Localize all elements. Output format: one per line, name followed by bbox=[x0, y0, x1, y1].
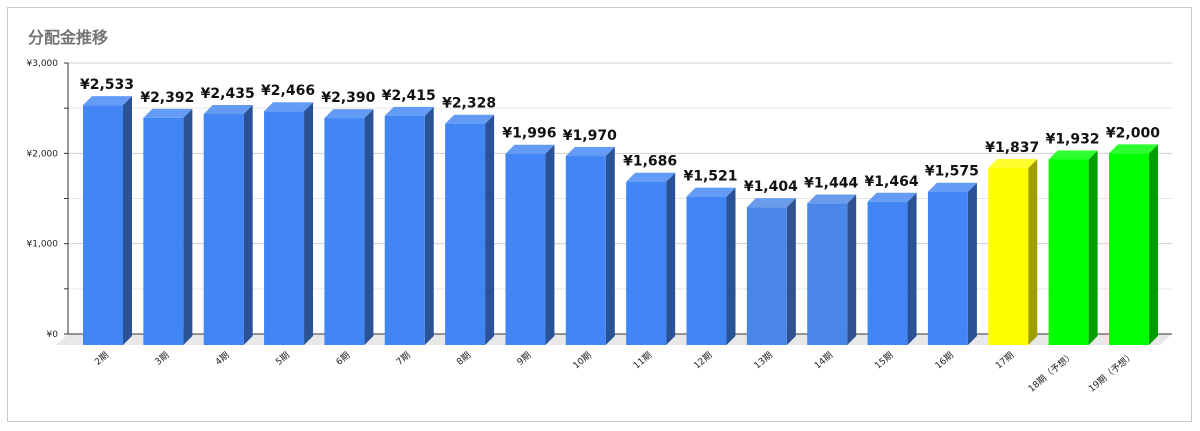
x-tick-label: 14期 bbox=[812, 350, 835, 372]
bar-side bbox=[1148, 144, 1158, 345]
data-label: ¥1,837 bbox=[985, 140, 1039, 156]
bar bbox=[807, 203, 848, 345]
x-tick-label: 8期 bbox=[455, 350, 473, 368]
x-tick-label: 18期（予想） bbox=[1026, 349, 1077, 394]
x-tick-label: 17期 bbox=[993, 350, 1016, 372]
data-label: ¥2,328 bbox=[442, 96, 496, 112]
bars-layer bbox=[83, 96, 1158, 345]
bar-side bbox=[183, 108, 193, 345]
bar-top bbox=[686, 187, 736, 197]
bar-top bbox=[143, 108, 193, 118]
x-tick-label: 13期 bbox=[752, 350, 775, 372]
bar bbox=[927, 191, 968, 345]
data-label: ¥1,996 bbox=[502, 126, 556, 142]
bar-side bbox=[786, 198, 796, 345]
x-tick-label: 2期 bbox=[93, 350, 111, 368]
data-label: ¥2,390 bbox=[321, 90, 375, 106]
data-label: ¥1,575 bbox=[925, 164, 979, 180]
bar-top bbox=[324, 109, 374, 119]
bar-top bbox=[626, 172, 676, 182]
bar-top bbox=[1108, 144, 1158, 154]
bar-top bbox=[384, 106, 434, 116]
data-label: ¥1,932 bbox=[1046, 131, 1100, 147]
data-label: ¥1,444 bbox=[804, 176, 858, 192]
bar-top bbox=[746, 198, 796, 208]
bar bbox=[83, 105, 123, 345]
bar-top bbox=[445, 114, 495, 124]
data-label: ¥1,686 bbox=[623, 154, 677, 170]
x-tick-label: 16期 bbox=[933, 350, 956, 372]
x-tick-label: 5期 bbox=[274, 350, 292, 368]
x-tick-label: 6期 bbox=[334, 350, 352, 368]
bar bbox=[746, 207, 787, 345]
bar-top bbox=[83, 96, 132, 106]
bar-side bbox=[1088, 150, 1098, 345]
bar bbox=[384, 115, 425, 345]
bar bbox=[1108, 153, 1149, 345]
bar bbox=[686, 196, 727, 345]
bar bbox=[143, 117, 184, 345]
bar bbox=[565, 156, 606, 345]
bar-side bbox=[666, 172, 676, 345]
y-tick-label: ¥2,000 bbox=[27, 149, 59, 159]
bar bbox=[867, 201, 908, 345]
bar-top bbox=[807, 194, 857, 204]
bar-side bbox=[907, 192, 917, 345]
bar bbox=[988, 168, 1029, 345]
bar-top bbox=[505, 144, 555, 154]
data-label: ¥2,392 bbox=[140, 90, 194, 106]
bar bbox=[445, 123, 486, 345]
y-tick-label: ¥0 bbox=[47, 330, 59, 340]
bar bbox=[324, 118, 365, 345]
x-tick-label: 10期 bbox=[571, 350, 594, 372]
data-label: ¥1,521 bbox=[683, 169, 737, 185]
x-tick-label: 7期 bbox=[394, 350, 412, 368]
bar-side bbox=[304, 102, 314, 345]
bar-top bbox=[264, 102, 314, 112]
bar bbox=[203, 114, 244, 345]
x-tick-label: 12期 bbox=[692, 350, 715, 372]
bar bbox=[626, 181, 667, 345]
bar-side bbox=[967, 182, 977, 345]
data-label: ¥1,970 bbox=[563, 128, 617, 144]
data-label: ¥1,404 bbox=[744, 179, 798, 195]
bar-side bbox=[243, 105, 253, 345]
bar-top bbox=[565, 147, 615, 157]
bar-side bbox=[545, 144, 555, 345]
x-tick-label: 19期（予想） bbox=[1086, 349, 1137, 394]
bar-side bbox=[485, 114, 495, 345]
bar-top bbox=[927, 182, 977, 192]
bar bbox=[1048, 159, 1089, 345]
x-tick-label: 3期 bbox=[153, 350, 171, 368]
data-label: ¥1,464 bbox=[865, 174, 919, 190]
data-label: ¥2,435 bbox=[201, 86, 255, 102]
data-label: ¥2,533 bbox=[80, 77, 134, 93]
y-tick-label: ¥1,000 bbox=[27, 240, 59, 250]
data-label: ¥2,466 bbox=[261, 83, 315, 99]
bar-side bbox=[364, 109, 374, 345]
x-tick-label: 9期 bbox=[515, 350, 533, 368]
bar bbox=[264, 111, 305, 345]
data-label: ¥2,000 bbox=[1106, 125, 1160, 141]
bar-side bbox=[424, 106, 434, 345]
bar bbox=[505, 153, 546, 345]
y-tick-label: ¥3,000 bbox=[27, 59, 59, 69]
bar-side bbox=[1028, 159, 1038, 345]
bar-top bbox=[203, 105, 253, 115]
bar-side bbox=[605, 147, 615, 345]
bar-side bbox=[847, 194, 857, 345]
data-label: ¥2,415 bbox=[382, 88, 436, 104]
x-tick-label: 4期 bbox=[213, 350, 231, 368]
bar-side bbox=[123, 96, 132, 345]
x-tick-label: 15期 bbox=[873, 350, 896, 372]
x-tick-label: 11期 bbox=[631, 350, 654, 372]
bar-top bbox=[1048, 150, 1098, 160]
bar-side bbox=[726, 187, 736, 345]
bar-top bbox=[988, 159, 1038, 169]
chart-title: 分配金推移 bbox=[28, 28, 109, 47]
bar-top bbox=[867, 192, 917, 202]
